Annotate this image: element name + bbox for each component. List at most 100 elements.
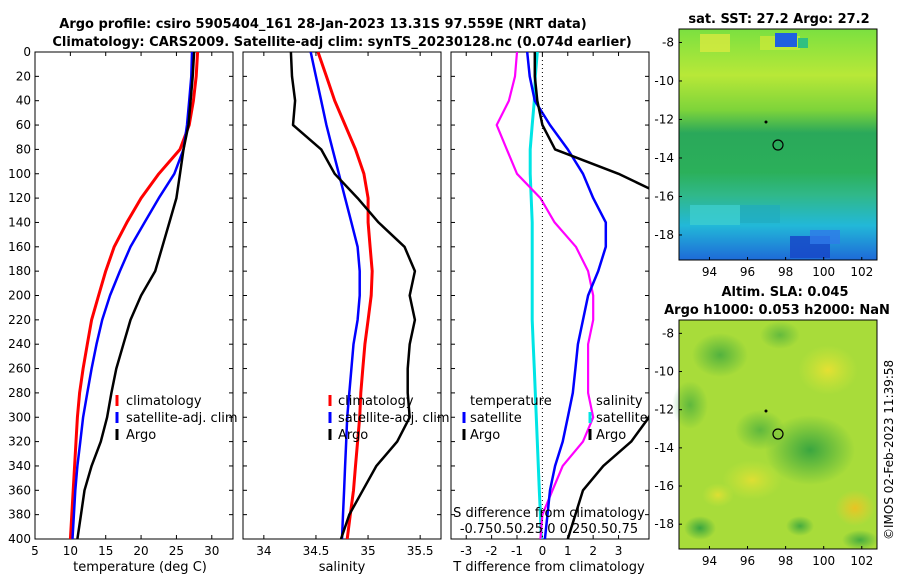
series-argo-line (76, 52, 196, 539)
salinity-xlabel: salinity (319, 560, 366, 575)
map-y-tick-label: -8 (662, 326, 674, 340)
map-y-tick-label: -16 (654, 479, 674, 493)
argo-float-marker (772, 139, 784, 151)
series-t-argo-line (533, 52, 649, 539)
x-tick-label: -3 (460, 544, 472, 558)
s-diff-xlabel: S difference from climatology (453, 506, 645, 521)
depth-tick-label: 400 (8, 532, 31, 546)
depth-tick-label: 140 (8, 215, 31, 229)
x-tick-label: 34 (256, 544, 271, 558)
x-tick-label: 3 (615, 544, 623, 558)
series-s-argo-line (495, 52, 595, 539)
map-y-tick-label: -16 (654, 189, 674, 203)
map-x-tick-label: 98 (778, 265, 793, 279)
depth-tick-label: 380 (8, 508, 31, 522)
s-diff-ticklabels: -0.750.50.25 0 0.250.50.75 (460, 522, 638, 537)
map-y-tick-label: -12 (654, 403, 674, 417)
map-y-tick-label: -14 (654, 441, 674, 455)
x-tick-label: 35 (360, 544, 375, 558)
x-tick-label: 15 (98, 544, 113, 558)
map-x-tick-label: 96 (740, 265, 755, 279)
depth-tick-label: 240 (8, 337, 31, 351)
x-tick-label: 10 (63, 544, 78, 558)
figure-title-line2: Climatology: CARS2009. Satellite-adj cli… (52, 35, 631, 50)
temperature-legend: climatology satellite-adj. clim Argo (115, 394, 238, 443)
depth-tick-label: 280 (8, 386, 31, 400)
x-tick-label: 5 (31, 544, 39, 558)
map-y-tick-label: -12 (654, 112, 674, 126)
depth-tick-label: 300 (8, 410, 31, 424)
depth-tick-label: 160 (8, 240, 31, 254)
depth-tick-label: 360 (8, 483, 31, 497)
map-y-tick-label: -14 (654, 151, 674, 165)
legend-label-argo: Argo (126, 428, 156, 443)
depth-tick-label: 260 (8, 362, 31, 376)
legend-label-climatology: climatology (126, 394, 202, 409)
map-x-tick-label: 94 (702, 265, 717, 279)
map-x-tick-label: 100 (812, 265, 835, 279)
salinity-legend: climatology satellite-adj. clim Argo (328, 394, 450, 443)
depth-tick-label: 220 (8, 313, 31, 327)
legend-title-salinity: salinity (596, 394, 643, 409)
sst-map-title: sat. SST: 27.2 Argo: 27.2 (688, 12, 869, 27)
depth-tick-label: 200 (8, 289, 31, 303)
difference-legend: temperature satellite Argo salinity sate… (462, 394, 648, 443)
argo-float-marker (772, 428, 784, 440)
map-y-tick-label: -18 (654, 517, 674, 531)
salinity-lines (289, 52, 417, 539)
tick-layer: 0204060801001201401601802002202402602803… (8, 45, 649, 558)
x-tick-label: 0 (539, 544, 547, 558)
depth-tick-label: 60 (16, 118, 31, 132)
temperature-lines (68, 52, 200, 539)
difference-lines (495, 52, 649, 539)
legend-label-satellite: satellite-adj. clim (126, 411, 238, 426)
x-tick-label: 34.5 (303, 544, 330, 558)
legend-label-s-satellite: satellite (596, 411, 648, 426)
map-y-tick-label: -10 (654, 74, 674, 88)
figure-title-line1: Argo profile: csiro 5905404_161 28-Jan-2… (59, 17, 586, 32)
imos-credit: ©IMOS 02-Feb-2023 11:39:58 (882, 360, 896, 540)
sst-map (678, 28, 878, 261)
x-tick-label: -1 (511, 544, 523, 558)
x-tick-label: 20 (133, 544, 148, 558)
legend-title-temperature: temperature (470, 394, 552, 409)
map-x-tick-label: 102 (850, 554, 873, 568)
series-climatology-line (316, 52, 374, 539)
sst-field (679, 29, 877, 260)
x-tick-label: 30 (204, 544, 219, 558)
temperature-panel-frame (34, 51, 234, 540)
map-x-tick-label: 96 (740, 554, 755, 568)
sst-map-ticks: 94 96 98 100 102 -8 -10 -12 -14 -16 -18 (654, 35, 873, 279)
map-x-tick-label: 98 (778, 554, 793, 568)
map-x-tick-label: 102 (850, 265, 873, 279)
depth-tick-label: 120 (8, 191, 31, 205)
legend-label-satellite: satellite-adj. clim (338, 411, 450, 426)
x-tick-label: 35.5 (407, 544, 434, 558)
x-tick-label: 1 (564, 544, 572, 558)
legend-label-s-argo: Argo (596, 428, 626, 443)
series-argo-line (289, 52, 417, 539)
t-diff-xlabel: T difference from climatology (452, 560, 645, 575)
series-s-satellite-line (528, 52, 543, 539)
sla-map-ticks: 94 96 98 100 102 -8 -10 -12 -14 -16 -18 (654, 326, 873, 568)
depth-tick-label: 40 (16, 94, 31, 108)
argo-track-point (764, 409, 768, 413)
legend-label-t-argo: Argo (470, 428, 500, 443)
legend-label-t-satellite: satellite (470, 411, 522, 426)
temperature-xlabel: temperature (deg C) (73, 560, 207, 575)
sla-map (672, 319, 878, 550)
depth-tick-label: 0 (23, 45, 31, 59)
salinity-panel-frame (242, 51, 442, 540)
series-satellite-line (309, 52, 361, 539)
depth-tick-label: 340 (8, 459, 31, 473)
map-y-tick-label: -8 (662, 35, 674, 49)
depth-tick-label: 100 (8, 167, 31, 181)
depth-tick-label: 320 (8, 435, 31, 449)
map-x-tick-label: 100 (812, 554, 835, 568)
sst-cold-patch (775, 33, 797, 47)
map-y-tick-label: -18 (654, 228, 674, 242)
x-tick-label: -2 (486, 544, 498, 558)
legend-label-argo: Argo (338, 428, 368, 443)
argo-track-point (764, 120, 768, 124)
